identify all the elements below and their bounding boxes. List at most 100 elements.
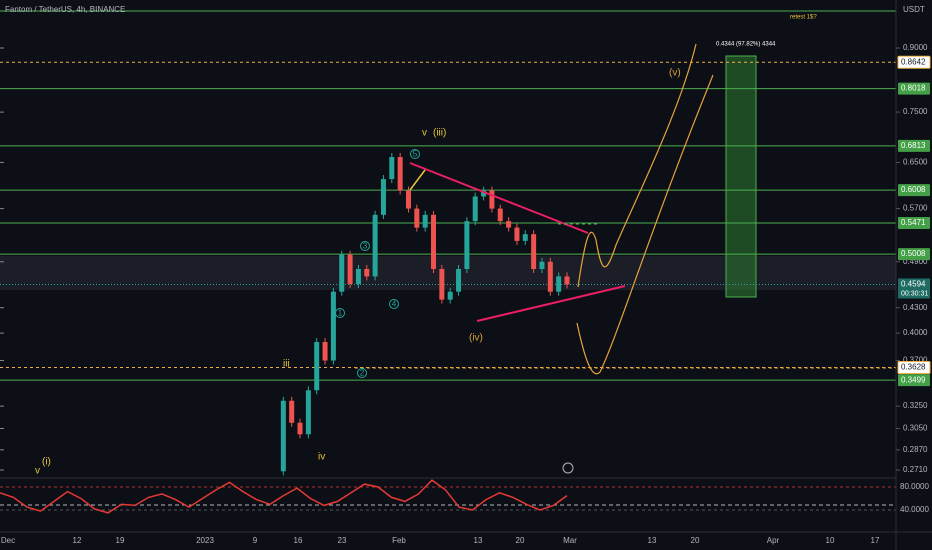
date-label: 23 bbox=[338, 536, 347, 545]
currency: USDT bbox=[903, 5, 925, 14]
note: retest 1$? bbox=[790, 15, 817, 21]
level-box bbox=[898, 374, 930, 387]
candle bbox=[330, 291, 336, 361]
price-tick-label: 0.3700 bbox=[903, 356, 928, 365]
price-tick-label: 0.4900 bbox=[903, 257, 928, 266]
candle bbox=[531, 234, 537, 270]
level-box bbox=[897, 360, 931, 374]
symbol: Fantom / TetherUS, 4h, BINANCE bbox=[5, 5, 125, 14]
price-tick-label: 0.5700 bbox=[903, 204, 928, 213]
alert-icon[interactable] bbox=[562, 462, 574, 474]
projection-b bbox=[576, 74, 714, 375]
osc-tick-label: 40.0000 bbox=[900, 505, 929, 514]
count-circle bbox=[360, 241, 370, 251]
level-label: 0.6008 bbox=[901, 185, 926, 194]
date-label: 20 bbox=[691, 536, 700, 545]
candle bbox=[339, 254, 345, 292]
candle bbox=[322, 342, 328, 361]
candle bbox=[289, 400, 295, 423]
price-tick-label: 0.9000 bbox=[903, 43, 928, 52]
level-label: 0.8642 bbox=[901, 57, 926, 66]
candle bbox=[305, 390, 311, 435]
date-label: 9 bbox=[253, 536, 258, 545]
price-tick-label: 0.3050 bbox=[903, 424, 928, 433]
wave-label: iv bbox=[318, 452, 325, 463]
candle bbox=[347, 254, 353, 284]
date-label: Feb bbox=[392, 536, 406, 545]
price-tick-label: 0.6500 bbox=[903, 158, 928, 167]
price-tick-label: 0.3250 bbox=[903, 401, 928, 410]
count-label: 5 bbox=[413, 150, 418, 159]
date-label: 10 bbox=[826, 536, 835, 545]
wave-label: v bbox=[35, 466, 40, 477]
candle bbox=[497, 208, 503, 222]
candle bbox=[564, 276, 570, 285]
date-label: 2023 bbox=[196, 536, 214, 545]
osc-tick-label: 80.0000 bbox=[900, 482, 929, 491]
date-label: 12 bbox=[73, 536, 82, 545]
date-label: 20 bbox=[516, 536, 525, 545]
date-label: 13 bbox=[648, 536, 657, 545]
level-label: 0.3499 bbox=[901, 375, 926, 384]
triangle-top bbox=[409, 162, 589, 234]
count-label: 4 bbox=[392, 300, 397, 309]
level-label: 0.8018 bbox=[901, 84, 926, 93]
candle bbox=[439, 269, 445, 300]
candle bbox=[414, 208, 420, 228]
candle bbox=[514, 227, 520, 241]
level-label: 0.3628 bbox=[901, 363, 926, 372]
price-tick-label: 0.2870 bbox=[903, 445, 928, 454]
count-circle bbox=[410, 149, 420, 159]
date-label: Dec bbox=[1, 536, 15, 545]
count-circle bbox=[357, 368, 367, 378]
candle bbox=[372, 214, 378, 277]
date-label: 19 bbox=[116, 536, 125, 545]
candle bbox=[364, 269, 370, 277]
candle bbox=[456, 269, 462, 292]
candle bbox=[464, 221, 470, 270]
wave-stroke bbox=[409, 169, 426, 191]
count-label: 2 bbox=[360, 369, 365, 378]
wave-label: (v) bbox=[669, 68, 681, 79]
price-tick-label: 0.2710 bbox=[903, 465, 928, 474]
wave-label: (i) bbox=[42, 457, 51, 468]
candle bbox=[397, 157, 403, 191]
price-tick-label: 0.4000 bbox=[903, 328, 928, 337]
candle bbox=[380, 179, 386, 215]
candle bbox=[355, 269, 361, 284]
triangle-bottom bbox=[476, 285, 626, 322]
current-box bbox=[898, 278, 930, 299]
count-label: 3 bbox=[363, 242, 368, 251]
candle bbox=[314, 342, 320, 391]
level-box bbox=[898, 139, 930, 152]
level-label: 0.5471 bbox=[901, 218, 926, 227]
count-circle bbox=[335, 308, 345, 318]
candle bbox=[539, 261, 545, 270]
level-box bbox=[898, 248, 930, 261]
candle bbox=[547, 261, 553, 292]
countdown: 00:30:31 bbox=[901, 290, 928, 297]
projection-a bbox=[577, 43, 697, 288]
level-box bbox=[898, 184, 930, 197]
date-label: 16 bbox=[294, 536, 303, 545]
date-label: Mar bbox=[563, 536, 577, 545]
candle bbox=[481, 190, 487, 197]
level-label: 0.6813 bbox=[901, 141, 926, 150]
level-box bbox=[898, 217, 930, 230]
candle bbox=[506, 221, 512, 228]
target-label: 0.4344 (97.82%) 4344 bbox=[716, 42, 776, 48]
candle bbox=[447, 291, 453, 300]
date-label: 13 bbox=[474, 536, 483, 545]
count-circle bbox=[389, 299, 399, 309]
date-label: Apr bbox=[767, 536, 780, 545]
candle bbox=[405, 190, 411, 209]
level-box bbox=[898, 82, 930, 95]
candle bbox=[431, 214, 437, 270]
candle bbox=[489, 190, 495, 209]
wave-label: (iii) bbox=[433, 128, 446, 139]
candle bbox=[472, 196, 478, 222]
wave-label: (iv) bbox=[469, 333, 483, 344]
date-label: 17 bbox=[871, 536, 880, 545]
price-tick-label: 0.7500 bbox=[903, 107, 928, 116]
